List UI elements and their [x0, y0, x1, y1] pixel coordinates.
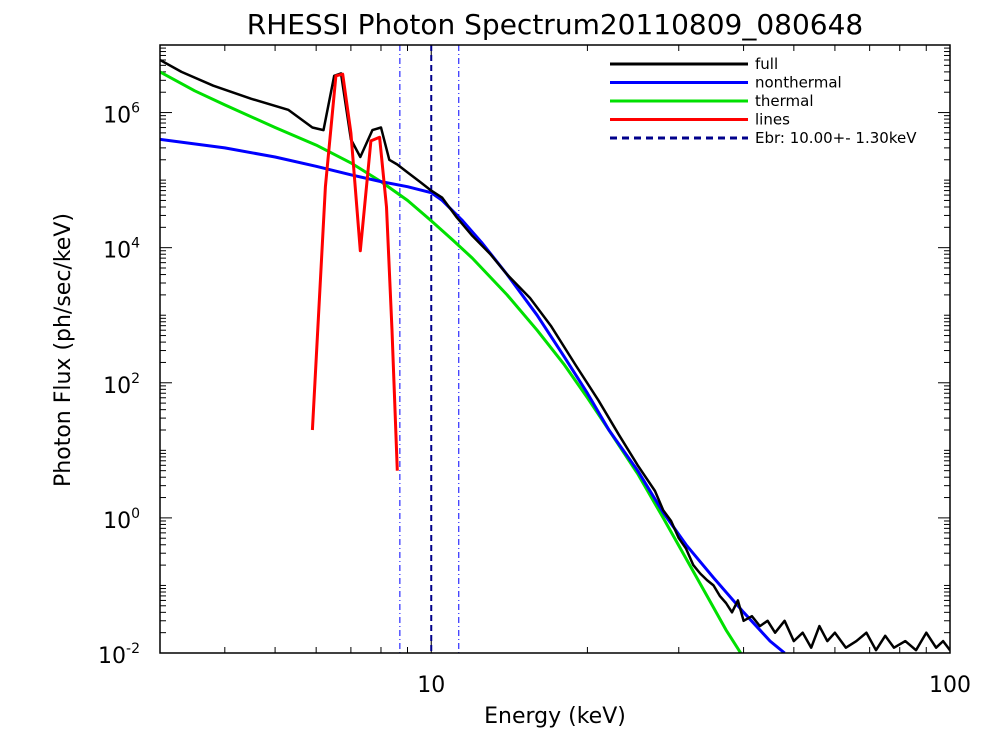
y-tick-label: 106 — [103, 101, 140, 129]
legend-label-2: thermal — [755, 92, 814, 110]
series-line-lines — [310, 72, 399, 471]
legend-label-4: Ebr: 10.00+- 1.30keV — [755, 129, 917, 147]
series-line-full — [160, 58, 950, 652]
x-axis-title: Energy (keV) — [484, 704, 626, 729]
y-tick-label: 10-2 — [98, 641, 140, 669]
legend-label-0: full — [755, 55, 778, 73]
y-tick-label: 102 — [103, 371, 140, 399]
series-line-thermal — [160, 70, 742, 653]
y-tick-label: 104 — [103, 236, 140, 264]
y-axis-title: Photon Flux (ph/sec/keV) — [51, 213, 76, 487]
plot-area: 10 100 10-2 100 102 104 106 fullnonthermaltherm… — [98, 44, 971, 698]
x-tick-label: 100 — [929, 673, 971, 698]
x-tick-label: 10 — [417, 673, 445, 698]
y-tick-label: 100 — [103, 506, 140, 534]
legend-label-3: lines — [755, 111, 790, 129]
chart-title: RHESSI Photon Spectrum20110809_080648 — [247, 8, 864, 41]
data-group — [160, 45, 950, 653]
legend-label-1: nonthermal — [755, 74, 842, 92]
plot-frame — [159, 44, 951, 654]
